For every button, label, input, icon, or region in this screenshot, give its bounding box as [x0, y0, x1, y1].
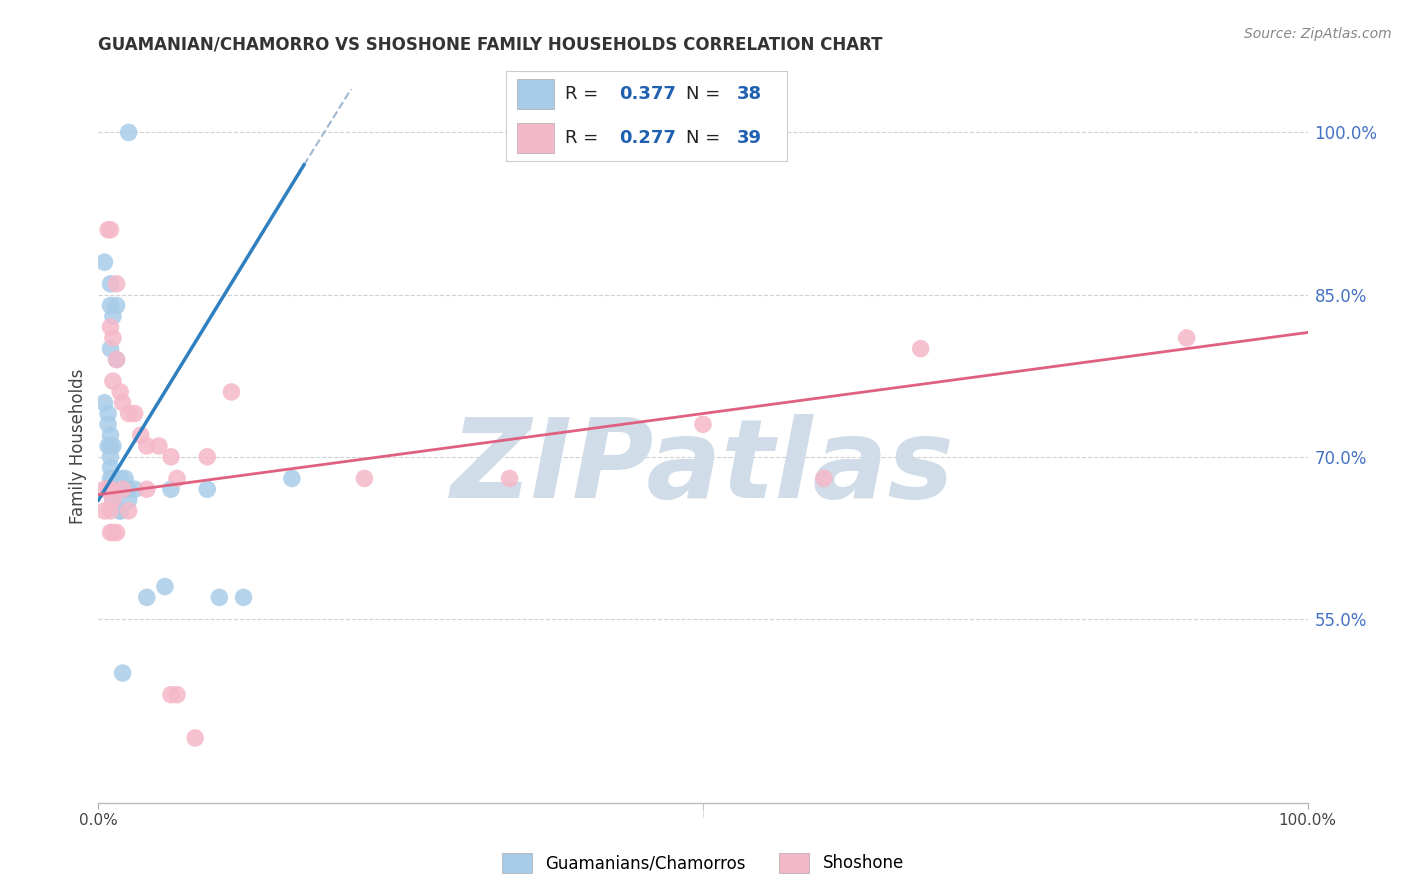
Point [118, 493, 141, 508]
Point [221, 384, 243, 399]
Point [135, 482, 157, 496]
Text: 39: 39 [737, 128, 762, 147]
Point [118, 407, 141, 421]
Point [108, 504, 131, 518]
Point [160, 450, 183, 464]
Point [114, 471, 136, 485]
Point [135, 591, 157, 605]
Point [101, 310, 124, 324]
Point [101, 493, 124, 508]
Point [100, 277, 122, 291]
Point [97, 439, 120, 453]
Point [100, 460, 122, 475]
Point [166, 471, 188, 485]
Point [93, 255, 115, 269]
Legend: Guamanians/Chamorros, Shoshone: Guamanians/Chamorros, Shoshone [495, 847, 911, 880]
Point [105, 352, 128, 367]
Point [1175, 331, 1198, 345]
Point [111, 482, 134, 496]
Point [353, 471, 375, 485]
Point [160, 482, 183, 496]
Point [118, 125, 141, 139]
Text: GUAMANIAN/CHAMORRO VS SHOSHONE FAMILY HOUSEHOLDS CORRELATION CHART: GUAMANIAN/CHAMORRO VS SHOSHONE FAMILY HO… [98, 36, 883, 54]
Point [813, 471, 835, 485]
Point [910, 342, 932, 356]
Point [153, 580, 176, 594]
Text: 0.377: 0.377 [619, 85, 675, 103]
Point [93, 482, 115, 496]
Point [100, 525, 122, 540]
Point [93, 396, 115, 410]
Point [160, 688, 183, 702]
Text: N =: N = [686, 85, 725, 103]
Text: R =: R = [565, 85, 605, 103]
Point [100, 428, 122, 442]
Point [97, 223, 120, 237]
Point [108, 504, 131, 518]
Point [100, 471, 122, 485]
Point [195, 482, 218, 496]
Point [97, 417, 120, 432]
Y-axis label: Family Households: Family Households [69, 368, 87, 524]
Point [124, 407, 146, 421]
Point [100, 450, 122, 464]
Point [101, 525, 124, 540]
Point [148, 439, 170, 453]
Point [101, 493, 124, 508]
Point [498, 471, 520, 485]
Point [692, 417, 714, 432]
Point [208, 591, 231, 605]
Point [100, 482, 122, 496]
Point [97, 407, 120, 421]
Point [105, 298, 128, 312]
Point [101, 374, 124, 388]
Point [195, 450, 218, 464]
FancyBboxPatch shape [517, 79, 554, 109]
Point [100, 342, 122, 356]
Point [184, 731, 207, 745]
Point [118, 504, 141, 518]
Point [93, 504, 115, 518]
Point [111, 666, 134, 681]
Point [124, 482, 146, 496]
Point [129, 428, 152, 442]
Point [101, 482, 124, 496]
Point [100, 504, 122, 518]
Point [101, 471, 124, 485]
Point [166, 688, 188, 702]
Point [135, 439, 157, 453]
Text: 38: 38 [737, 85, 762, 103]
Point [118, 482, 141, 496]
Text: Source: ZipAtlas.com: Source: ZipAtlas.com [1244, 27, 1392, 41]
Text: R =: R = [565, 128, 605, 147]
Text: 0.277: 0.277 [619, 128, 675, 147]
Point [105, 525, 128, 540]
Text: N =: N = [686, 128, 725, 147]
Point [281, 471, 304, 485]
Point [111, 482, 134, 496]
Point [105, 352, 128, 367]
Point [101, 439, 124, 453]
Text: ZIPatlas: ZIPatlas [451, 414, 955, 521]
Point [100, 439, 122, 453]
Point [232, 591, 254, 605]
Point [97, 482, 120, 496]
Point [100, 223, 122, 237]
Point [108, 471, 131, 485]
FancyBboxPatch shape [517, 123, 554, 153]
Point [101, 331, 124, 345]
Point [100, 298, 122, 312]
Point [101, 482, 124, 496]
Point [111, 396, 134, 410]
Point [105, 277, 128, 291]
Point [100, 320, 122, 334]
Point [108, 384, 131, 399]
